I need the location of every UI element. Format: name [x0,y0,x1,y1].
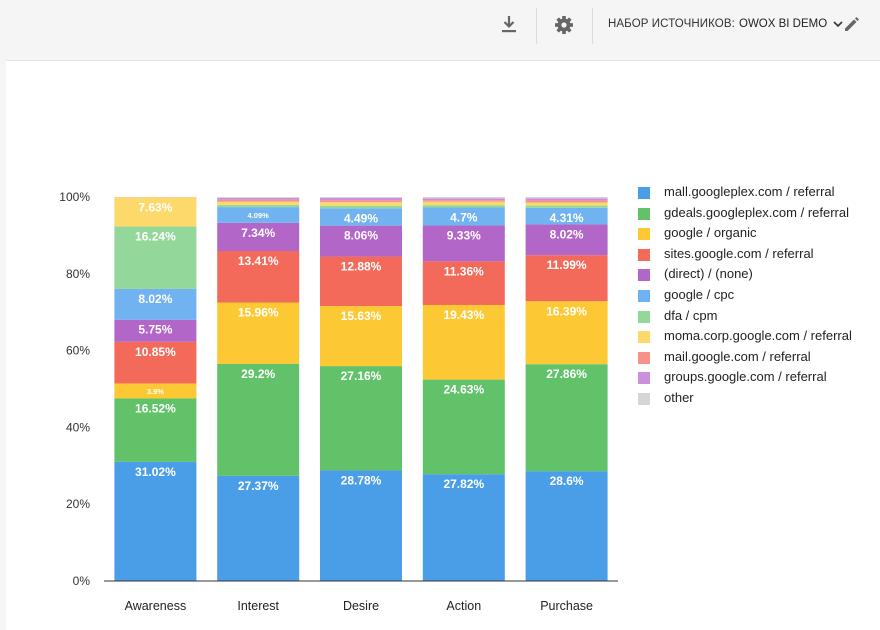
bar-segment [320,206,402,209]
data-label: 27.16% [341,369,382,383]
legend-swatch [638,352,650,364]
data-label: 3.9% [147,387,164,396]
data-label: 4.7% [450,210,478,224]
legend-swatch [638,187,650,199]
bar-segment [217,198,299,200]
legend-label: mail.google.com / referral [664,349,811,364]
data-label: 4.09% [248,211,270,220]
legend-label: mall.googleplex.com / referral [664,184,835,199]
data-label: 27.37% [238,479,279,493]
toolbar-divider [536,8,537,44]
legend-label: moma.corp.google.com / referral [664,328,852,343]
toolbar: НАБОР ИСТОЧНИКОВ: OWOX BI DEMO [0,0,880,52]
legend-label: (direct) / (none) [664,266,753,281]
data-label: 4.31% [550,211,584,225]
source-set-value: OWOX BI DEMO [739,18,827,30]
legend-swatch [638,393,650,405]
data-label: 11.99% [547,258,587,272]
legend-label: google / cpc [664,287,734,302]
bar-segment [526,198,608,200]
y-tick-label: 0% [73,574,91,588]
chart-card: 0% 20% 40% 60% 80% 100% 31.02% 16.52% 3.9% 10.85%… [6,60,880,630]
legend-swatch [638,290,650,302]
bar-segment [217,200,299,202]
legend-label: gdeals.googleplex.com / referral [664,205,849,220]
source-set-label: НАБОР ИСТОЧНИКОВ: [608,18,735,30]
legend-label: google / organic [664,225,757,240]
bar-segment [320,198,402,200]
bar-segment [423,197,505,198]
data-label: 16.39% [546,304,587,318]
bar-segment [320,197,402,198]
bar-segment [114,462,196,581]
data-label: 11.36% [444,264,484,278]
data-label: 13.41% [238,254,279,268]
y-tick-label: 100% [59,190,90,204]
data-label: 19.43% [443,308,484,322]
bar-segment [217,202,299,205]
toolbar-divider [592,8,593,44]
gear-icon[interactable] [551,12,577,38]
bar-segment [423,200,505,202]
data-label: 8.02% [138,292,172,306]
legend-swatch [638,249,650,261]
legend-swatch [638,311,650,323]
source-set-dropdown[interactable]: OWOX BI DEMO [739,18,843,30]
y-tick-label: 40% [66,420,90,434]
data-label: 9.33% [447,229,481,243]
legend-swatch [638,208,650,220]
x-category-label: Desire [343,599,379,613]
data-label: 15.63% [341,309,382,323]
y-tick-label: 60% [66,344,90,358]
data-label: 16.52% [135,401,176,415]
x-category-label: Interest [237,599,279,613]
legend-label: dfa / cpm [664,308,717,323]
data-label: 16.24% [135,230,176,244]
data-label: 31.02% [135,465,176,479]
bar-segment [526,201,608,203]
data-label: 8.06% [344,229,378,243]
bar-segment [526,197,608,198]
bar-segment [217,197,299,198]
data-label: 7.34% [241,226,275,240]
data-label: 5.75% [138,323,172,337]
data-label: 7.63% [138,200,172,214]
data-label: 12.88% [341,260,382,274]
bar-segment [320,200,402,202]
data-label: 8.02% [550,227,584,241]
bar-segment [526,206,608,208]
legend-swatch [638,372,650,384]
data-label: 15.96% [238,305,279,319]
bar-segment [423,198,505,200]
bar-segment [526,202,608,205]
x-category-label: Awareness [125,599,187,613]
bar-segment [423,202,505,205]
bar-segment [320,202,402,205]
legend-swatch [638,331,650,343]
stacked-bar-chart: 0% 20% 40% 60% 80% 100% 31.02% 16.52% 3.9% 10.85%… [6,61,880,630]
bar-segment [217,205,299,207]
bar-segment [423,205,505,207]
x-category-label: Purchase [540,599,593,613]
y-tick-label: 80% [66,267,90,281]
legend-swatch [638,269,650,281]
x-category-label: Action [446,599,481,613]
data-label: 29.2% [241,367,275,381]
data-label: 24.63% [443,383,484,397]
legend-label: other [664,390,694,405]
legend-swatch [638,228,650,240]
data-label: 27.86% [546,367,587,381]
y-tick-label: 20% [66,497,90,511]
legend-label: groups.google.com / referral [664,369,827,384]
legend-label: sites.google.com / referral [664,246,814,261]
data-label: 28.6% [550,474,584,488]
data-label: 28.78% [341,473,382,487]
pencil-icon[interactable] [842,14,862,34]
data-label: 4.49% [344,211,378,225]
download-icon[interactable] [496,12,522,38]
data-label: 10.85% [135,345,176,359]
data-label: 27.82% [443,477,484,491]
